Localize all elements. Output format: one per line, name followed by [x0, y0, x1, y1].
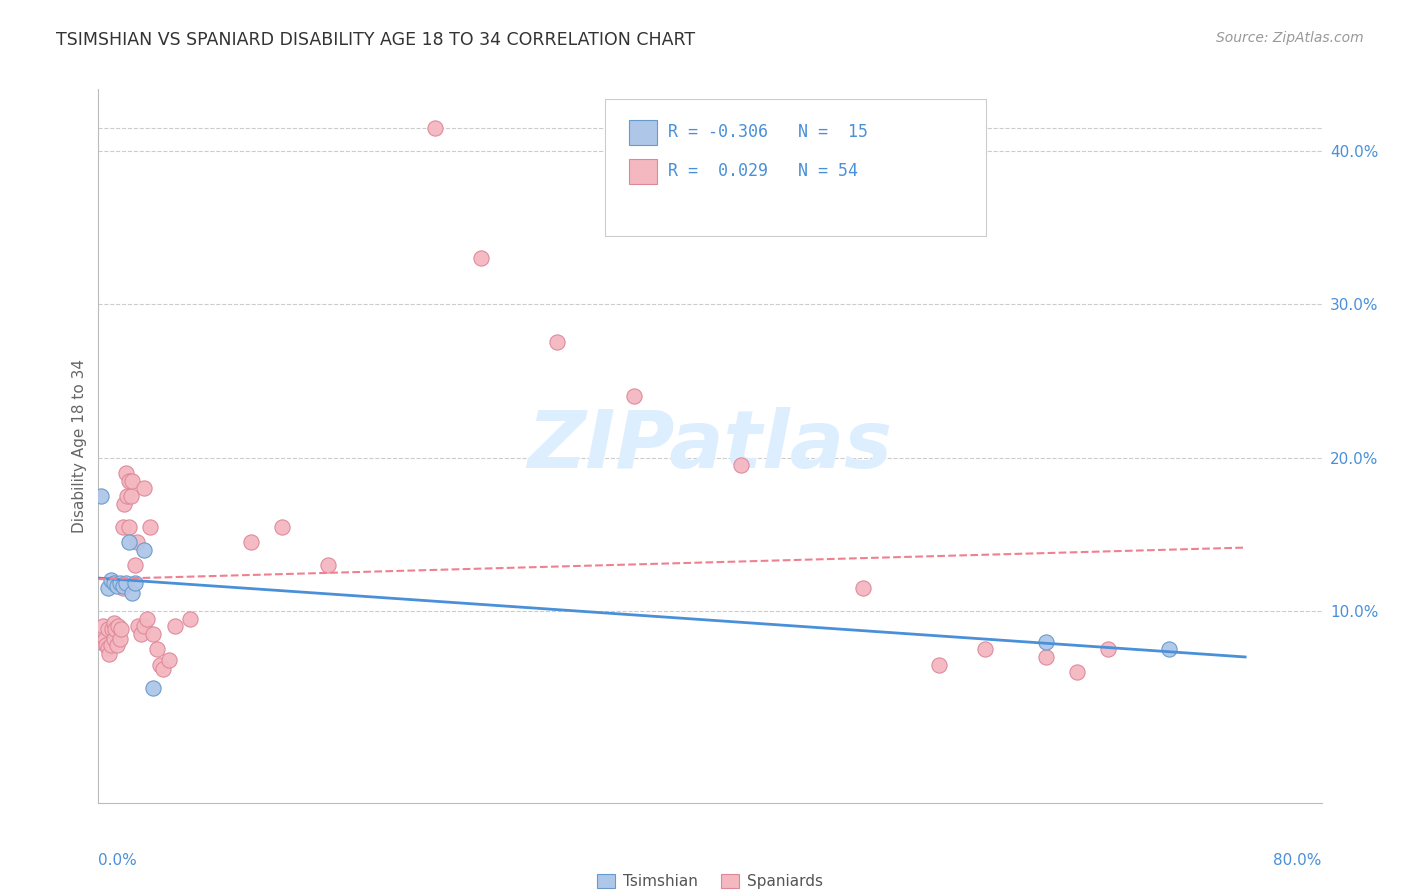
- Point: [120, 489, 142, 503]
- Point: [118, 519, 141, 533]
- Point: [142, 681, 165, 695]
- Point: [852, 581, 875, 595]
- Point: [928, 657, 950, 672]
- Point: [105, 579, 128, 593]
- Point: [97, 640, 120, 655]
- Point: [139, 519, 162, 533]
- Y-axis label: Disability Age 18 to 34: Disability Age 18 to 34: [72, 359, 87, 533]
- Point: [163, 619, 186, 633]
- Point: [125, 535, 148, 549]
- Point: [129, 627, 152, 641]
- Text: Source: ZipAtlas.com: Source: ZipAtlas.com: [1216, 31, 1364, 45]
- Point: [974, 642, 997, 657]
- Point: [1097, 642, 1119, 657]
- Legend: Tsimshian, Spaniards: Tsimshian, Spaniards: [591, 868, 830, 892]
- Point: [93, 632, 115, 646]
- Point: [149, 657, 172, 672]
- Point: [104, 623, 127, 637]
- Point: [108, 576, 131, 591]
- Point: [145, 642, 167, 657]
- Point: [108, 632, 131, 646]
- Point: [730, 458, 752, 473]
- Point: [97, 581, 120, 595]
- Text: ZIPatlas: ZIPatlas: [527, 407, 893, 485]
- Point: [134, 481, 156, 495]
- Point: [103, 632, 125, 646]
- Point: [134, 542, 156, 557]
- Point: [98, 647, 121, 661]
- Text: R = -0.306   N =  15: R = -0.306 N = 15: [668, 123, 869, 141]
- Point: [115, 576, 138, 591]
- Point: [100, 574, 122, 588]
- Point: [103, 616, 125, 631]
- Point: [118, 535, 141, 549]
- Point: [107, 619, 129, 633]
- Point: [103, 576, 125, 591]
- Point: [1157, 642, 1180, 657]
- Point: [1035, 650, 1057, 665]
- Point: [1035, 634, 1057, 648]
- Point: [124, 558, 146, 572]
- Point: [105, 638, 128, 652]
- Point: [115, 466, 138, 480]
- Point: [270, 519, 292, 533]
- Point: [111, 519, 134, 533]
- Point: [1066, 665, 1088, 680]
- Point: [121, 585, 143, 599]
- Point: [142, 627, 165, 641]
- Point: [152, 662, 174, 676]
- Point: [470, 251, 492, 265]
- Point: [111, 581, 134, 595]
- Point: [90, 634, 112, 648]
- Text: TSIMSHIAN VS SPANIARD DISABILITY AGE 18 TO 34 CORRELATION CHART: TSIMSHIAN VS SPANIARD DISABILITY AGE 18 …: [56, 31, 696, 49]
- Point: [97, 623, 120, 637]
- Point: [110, 623, 132, 637]
- Point: [623, 389, 645, 403]
- Point: [100, 638, 122, 652]
- Point: [240, 535, 263, 549]
- Point: [423, 120, 446, 135]
- Point: [546, 335, 568, 350]
- Point: [316, 558, 339, 572]
- Point: [118, 474, 141, 488]
- Point: [157, 653, 180, 667]
- Point: [111, 579, 134, 593]
- Point: [91, 619, 114, 633]
- Point: [112, 497, 135, 511]
- Text: 80.0%: 80.0%: [1274, 853, 1322, 868]
- Point: [121, 474, 143, 488]
- Text: R =  0.029   N = 54: R = 0.029 N = 54: [668, 162, 859, 180]
- Point: [117, 489, 139, 503]
- Point: [101, 623, 124, 637]
- Point: [179, 612, 201, 626]
- Point: [124, 576, 146, 591]
- Point: [127, 619, 149, 633]
- Point: [134, 619, 156, 633]
- Point: [94, 638, 117, 652]
- Point: [90, 489, 112, 503]
- Text: 0.0%: 0.0%: [98, 853, 138, 868]
- Point: [136, 612, 159, 626]
